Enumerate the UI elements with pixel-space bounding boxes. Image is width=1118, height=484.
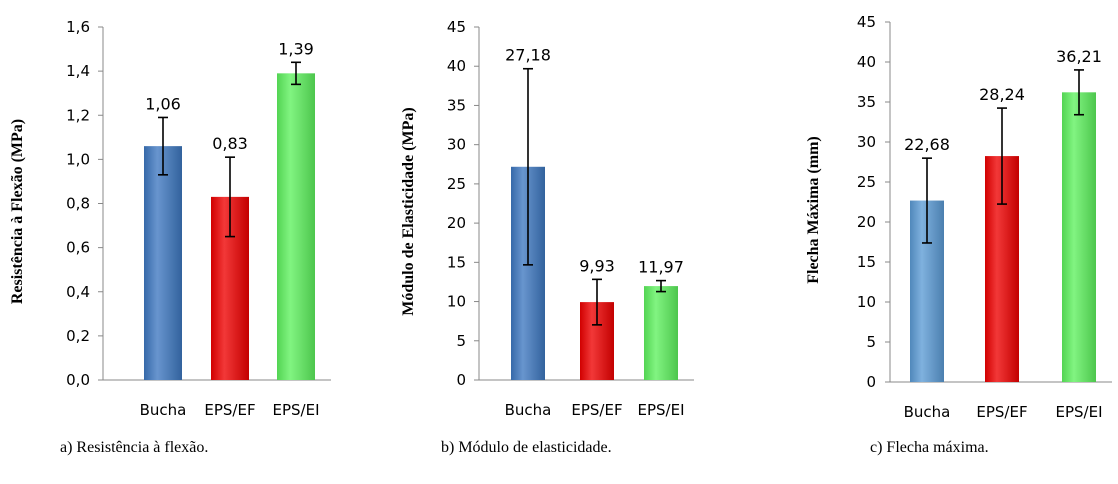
- y-tick-label: 45: [447, 18, 466, 36]
- y-tick-label: 5: [456, 332, 466, 350]
- chart-panel-flexural-strength: 0,0 0,2 0,4 0,6 0,8 1,0 1,2 1,4 1,6 Resistência à…: [0, 0, 370, 484]
- y-tick-label: 1,0: [66, 150, 90, 168]
- data-label: 36,21: [1056, 47, 1102, 66]
- y-tick-label: 1,4: [66, 62, 90, 80]
- x-tick-label: Bucha: [140, 401, 187, 419]
- x-tick-label: Bucha: [904, 403, 951, 421]
- data-label: 22,68: [904, 135, 950, 154]
- bar-eps-ei: [1062, 92, 1096, 382]
- data-label: 0,83: [212, 134, 248, 153]
- x-tick-label: Bucha: [505, 401, 552, 419]
- x-tick-label: EPS/EI: [638, 401, 685, 419]
- chart-panel-max-deflection: 0 5 10 15 20 25 30 35 40 45 Flecha Máxima (mm) 22,6…: [740, 0, 1118, 484]
- data-label: 9,93: [579, 256, 615, 275]
- y-tick-label: 20: [447, 214, 466, 232]
- x-tick-label: EPS/EF: [204, 401, 255, 419]
- y-tick-label: 1,2: [66, 106, 90, 124]
- y-tick-label: 0: [456, 371, 466, 389]
- x-tick-label: EPS/EI: [273, 401, 320, 419]
- y-tick-label: 35: [857, 93, 876, 111]
- x-tick-label: EPS/EI: [1056, 403, 1103, 421]
- y-tick-label: 10: [857, 293, 876, 311]
- y-tick-label: 45: [857, 13, 876, 31]
- y-tick-label: 0,0: [66, 371, 90, 389]
- y-tick-label: 5: [866, 333, 876, 351]
- x-tick-label: EPS/EF: [976, 403, 1027, 421]
- y-tick-label: 25: [447, 175, 466, 193]
- y-tick-label: 15: [857, 253, 876, 271]
- y-tick-label: 20: [857, 213, 876, 231]
- y-tick-label: 0,2: [66, 327, 90, 345]
- bar-eps-ei: [644, 286, 678, 380]
- y-axis-label: Módulo de Elasticidade (MPa): [400, 107, 417, 315]
- chart-panel-elastic-modulus: 0 5 10 15 20 25 30 35 40 45 Módulo de Elasticidade…: [370, 0, 740, 484]
- y-tick-label: 30: [857, 133, 876, 151]
- data-label: 1,39: [278, 39, 314, 58]
- y-tick-label: 10: [447, 293, 466, 311]
- y-tick-label: 0: [866, 373, 876, 391]
- caption-c: c) Flecha máxima.: [870, 439, 989, 457]
- bar-bucha: [144, 146, 182, 380]
- y-axis-label: Resistência à Flexão (MPa): [9, 119, 26, 304]
- y-tick-label: 0,4: [66, 283, 90, 301]
- data-label: 1,06: [145, 94, 181, 113]
- chart-flexural-strength: 0,0 0,2 0,4 0,6 0,8 1,0 1,2 1,4 1,6 Resistência à…: [0, 0, 370, 430]
- y-tick-label: 35: [447, 96, 466, 114]
- y-tick-label: 40: [857, 53, 876, 71]
- bar-eps-ei: [277, 73, 315, 380]
- y-tick-label: 40: [447, 57, 466, 75]
- y-tick-label: 25: [857, 173, 876, 191]
- caption-b: b) Módulo de elasticidade.: [441, 439, 612, 457]
- y-tick-label: 15: [447, 253, 466, 271]
- data-label: 27,18: [505, 46, 551, 65]
- chart-elastic-modulus: 0 5 10 15 20 25 30 35 40 45 Módulo de Elasticidade…: [370, 0, 740, 430]
- x-tick-label: EPS/EF: [571, 401, 622, 419]
- y-axis-label: Flecha Máxima (mm): [805, 136, 822, 284]
- data-label: 28,24: [979, 85, 1025, 104]
- caption-a: a) Resistência à flexão.: [60, 439, 208, 457]
- y-tick-label: 1,6: [66, 18, 90, 36]
- y-tick-label: 0,6: [66, 239, 90, 257]
- y-tick-label: 30: [447, 136, 466, 154]
- chart-max-deflection: 0 5 10 15 20 25 30 35 40 45 Flecha Máxima (mm) 22,6…: [740, 0, 1118, 430]
- y-tick-label: 0,8: [66, 195, 90, 213]
- data-label: 11,97: [638, 258, 684, 277]
